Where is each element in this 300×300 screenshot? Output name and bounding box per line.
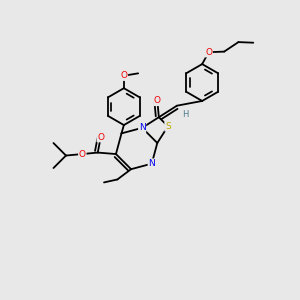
Text: O: O — [97, 133, 104, 142]
Text: N: N — [148, 159, 155, 168]
Text: O: O — [205, 48, 212, 57]
Text: H: H — [182, 110, 188, 118]
Text: O: O — [154, 96, 161, 105]
Text: O: O — [79, 150, 86, 159]
Text: S: S — [165, 122, 171, 131]
Text: O: O — [120, 71, 128, 80]
Text: N: N — [139, 123, 146, 132]
